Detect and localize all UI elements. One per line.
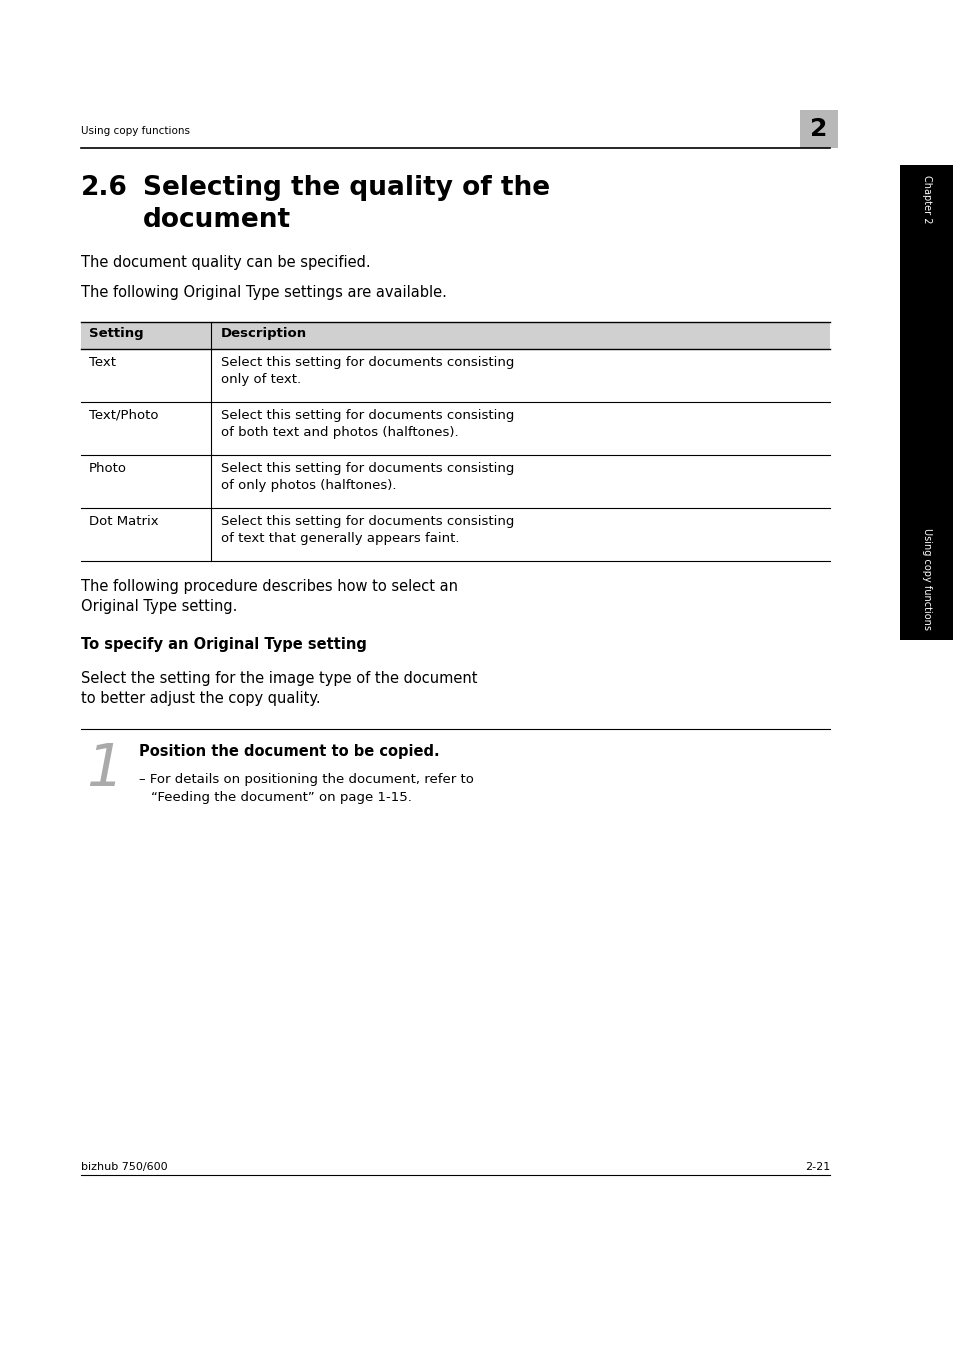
Text: of only photos (halftones).: of only photos (halftones). [221,479,396,491]
Bar [800,109,837,148]
Text: to better adjust the copy quality.: to better adjust the copy quality. [81,691,320,706]
Text: Original Type setting.: Original Type setting. [81,599,237,614]
Text: Selecting the quality of the: Selecting the quality of the [143,176,550,201]
Text: The following Original Type settings are available.: The following Original Type settings are… [81,285,446,300]
Text: 2.6: 2.6 [81,176,128,201]
Text: Select this setting for documents consisting: Select this setting for documents consis… [221,356,514,369]
Text: “Feeding the document” on page 1-15.: “Feeding the document” on page 1-15. [151,791,412,805]
Text: Setting: Setting [89,327,144,340]
Text: Using copy functions: Using copy functions [921,528,931,630]
Text: Dot Matrix: Dot Matrix [89,514,158,528]
Text: only of text.: only of text. [221,373,301,386]
Bar [899,165,953,640]
Text: Using copy functions: Using copy functions [81,126,190,136]
Text: – For details on positioning the document, refer to: – For details on positioning the documen… [139,774,474,786]
Bar [81,323,829,350]
Text: Chapter 2: Chapter 2 [921,176,931,224]
Text: of both text and photos (halftones).: of both text and photos (halftones). [221,427,458,439]
Text: To specify an Original Type setting: To specify an Original Type setting [81,637,367,652]
Text: The following procedure describes how to select an: The following procedure describes how to… [81,579,457,594]
Text: 2: 2 [809,117,827,140]
Text: document: document [143,207,291,234]
Text: 1: 1 [86,741,123,798]
Text: Position the document to be copied.: Position the document to be copied. [139,744,439,759]
Text: 2-21: 2-21 [804,1162,829,1172]
Text: bizhub 750/600: bizhub 750/600 [81,1162,168,1172]
Text: Text: Text [89,356,116,369]
Text: Text/Photo: Text/Photo [89,409,158,423]
Text: Description: Description [221,327,307,340]
Text: Photo: Photo [89,462,127,475]
Text: Select this setting for documents consisting: Select this setting for documents consis… [221,409,514,423]
Text: The document quality can be specified.: The document quality can be specified. [81,255,370,270]
Text: Select this setting for documents consisting: Select this setting for documents consis… [221,514,514,528]
Text: Select the setting for the image type of the document: Select the setting for the image type of… [81,671,477,686]
Text: of text that generally appears faint.: of text that generally appears faint. [221,532,459,545]
Text: Select this setting for documents consisting: Select this setting for documents consis… [221,462,514,475]
